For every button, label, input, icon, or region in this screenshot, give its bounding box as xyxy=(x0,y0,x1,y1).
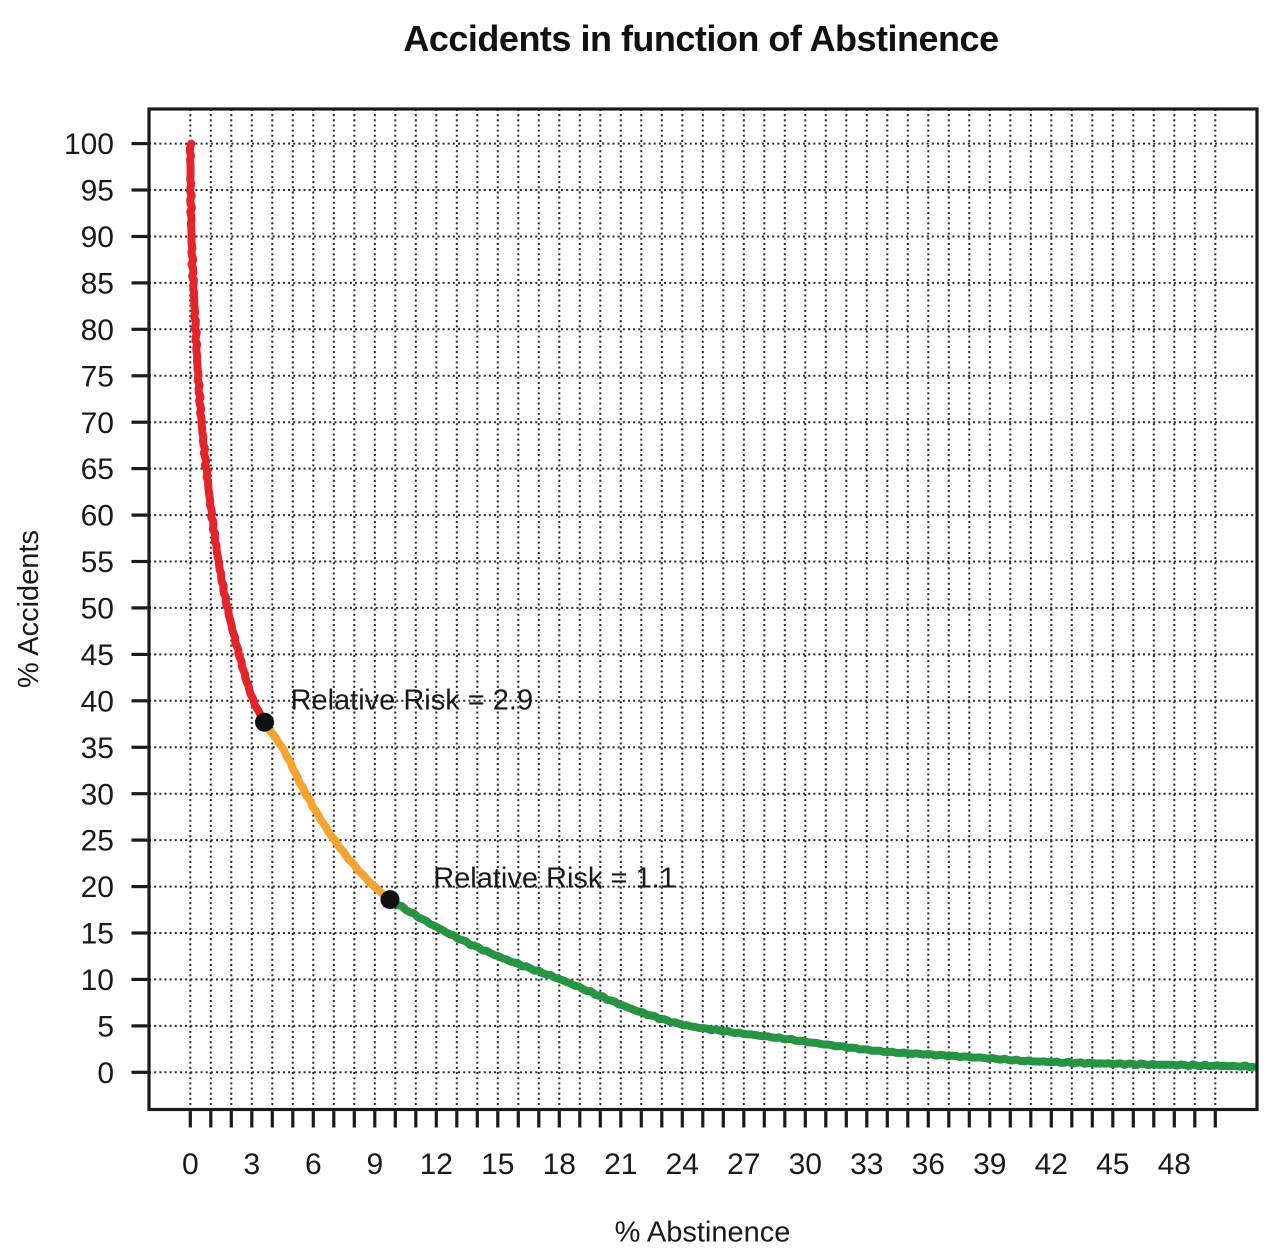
svg-text:% Abstinence: % Abstinence xyxy=(615,1217,791,1249)
svg-text:80: 80 xyxy=(81,314,114,347)
svg-text:65: 65 xyxy=(81,453,114,486)
svg-text:75: 75 xyxy=(81,360,114,393)
svg-text:42: 42 xyxy=(1035,1148,1068,1181)
svg-text:85: 85 xyxy=(81,268,114,301)
svg-text:36: 36 xyxy=(912,1148,945,1181)
svg-text:45: 45 xyxy=(1096,1148,1129,1181)
svg-text:21: 21 xyxy=(604,1148,637,1181)
svg-text:27: 27 xyxy=(727,1148,760,1181)
svg-text:95: 95 xyxy=(81,175,114,208)
svg-text:20: 20 xyxy=(81,871,114,904)
svg-text:15: 15 xyxy=(81,918,114,951)
svg-text:55: 55 xyxy=(81,546,114,579)
svg-text:Relative Risk = 1.1: Relative Risk = 1.1 xyxy=(433,862,676,894)
svg-text:6: 6 xyxy=(305,1148,322,1181)
svg-text:5: 5 xyxy=(97,1011,114,1044)
svg-text:60: 60 xyxy=(81,500,114,533)
svg-text:100: 100 xyxy=(64,128,114,161)
svg-text:% Accidents: % Accidents xyxy=(13,530,45,688)
svg-text:9: 9 xyxy=(366,1148,383,1181)
svg-text:90: 90 xyxy=(81,221,114,254)
svg-text:70: 70 xyxy=(81,407,114,440)
svg-text:Accidents in function of Absti: Accidents in function of Abstinence xyxy=(403,18,998,59)
svg-text:33: 33 xyxy=(850,1148,883,1181)
svg-text:40: 40 xyxy=(81,685,114,718)
svg-text:35: 35 xyxy=(81,732,114,765)
svg-text:30: 30 xyxy=(789,1148,822,1181)
svg-text:12: 12 xyxy=(420,1148,453,1181)
svg-text:18: 18 xyxy=(543,1148,576,1181)
svg-text:24: 24 xyxy=(666,1148,699,1181)
svg-text:30: 30 xyxy=(81,778,114,811)
svg-text:45: 45 xyxy=(81,639,114,672)
svg-text:0: 0 xyxy=(182,1148,199,1181)
svg-text:0: 0 xyxy=(97,1057,114,1090)
svg-text:10: 10 xyxy=(81,964,114,997)
svg-text:Relative Risk = 2.9: Relative Risk = 2.9 xyxy=(291,685,534,717)
svg-text:15: 15 xyxy=(481,1148,514,1181)
svg-text:3: 3 xyxy=(243,1148,260,1181)
svg-text:48: 48 xyxy=(1158,1148,1191,1181)
svg-text:50: 50 xyxy=(81,593,114,626)
svg-text:25: 25 xyxy=(81,825,114,858)
svg-text:39: 39 xyxy=(973,1148,1006,1181)
